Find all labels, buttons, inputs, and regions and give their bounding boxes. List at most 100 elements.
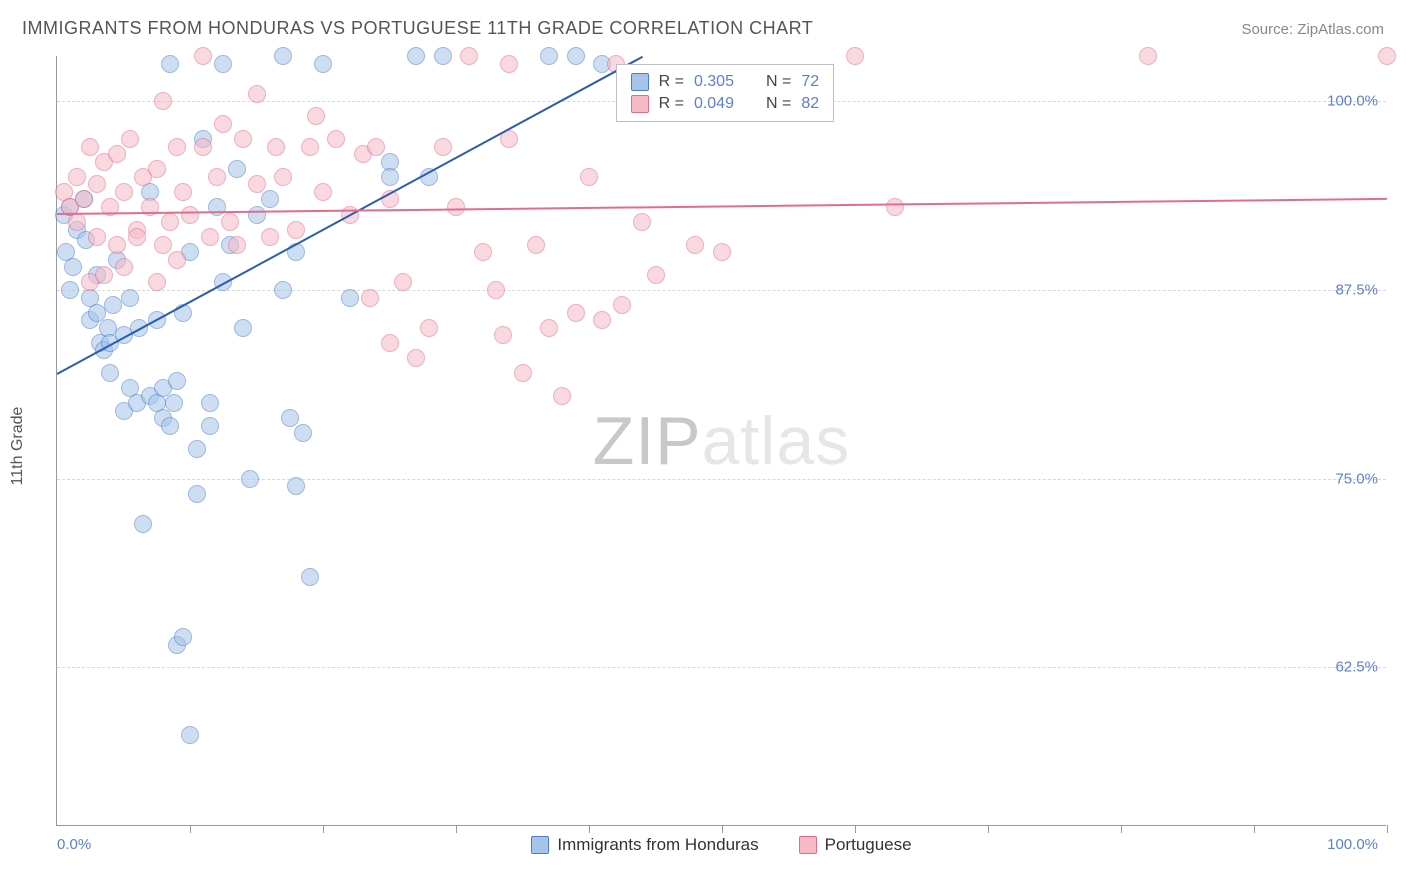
data-point <box>327 130 345 148</box>
data-point <box>188 440 206 458</box>
data-point <box>241 470 259 488</box>
data-point <box>101 364 119 382</box>
legend-r-value: 0.305 <box>694 73 734 91</box>
data-point <box>647 266 665 284</box>
data-point <box>307 107 325 125</box>
data-point <box>274 168 292 186</box>
data-point <box>194 138 212 156</box>
legend-item: Immigrants from Honduras <box>531 835 758 855</box>
data-point <box>88 228 106 246</box>
data-point <box>214 115 232 133</box>
data-point <box>95 266 113 284</box>
data-point <box>228 160 246 178</box>
x-minor-tick <box>722 825 723 833</box>
data-point <box>208 168 226 186</box>
chart-title: IMMIGRANTS FROM HONDURAS VS PORTUGUESE 1… <box>22 18 813 39</box>
legend-n-label: N = <box>766 95 791 113</box>
data-point <box>168 138 186 156</box>
data-point <box>434 47 452 65</box>
legend-r-label: R = <box>659 95 684 113</box>
legend-r-value: 0.049 <box>694 95 734 113</box>
data-point <box>281 409 299 427</box>
legend-swatch <box>799 836 817 854</box>
data-point <box>148 273 166 291</box>
data-point <box>174 628 192 646</box>
data-point <box>165 394 183 412</box>
data-point <box>846 47 864 65</box>
data-point <box>128 228 146 246</box>
y-tick-label: 75.0% <box>1335 470 1378 487</box>
data-point <box>88 175 106 193</box>
data-point <box>148 160 166 178</box>
data-point <box>68 168 86 186</box>
data-point <box>208 198 226 216</box>
legend-swatch <box>531 836 549 854</box>
data-point <box>267 138 285 156</box>
data-point <box>261 190 279 208</box>
data-point <box>381 334 399 352</box>
x-minor-tick <box>1254 825 1255 833</box>
data-point <box>168 372 186 390</box>
data-point <box>174 183 192 201</box>
data-point <box>201 417 219 435</box>
data-point <box>134 515 152 533</box>
data-point <box>713 243 731 261</box>
data-point <box>287 221 305 239</box>
legend-n-value: 72 <box>801 73 819 91</box>
data-point <box>540 47 558 65</box>
data-point <box>81 138 99 156</box>
data-point <box>274 47 292 65</box>
data-point <box>228 236 246 254</box>
legend-item: Portuguese <box>799 835 912 855</box>
data-point <box>294 424 312 442</box>
data-point <box>580 168 598 186</box>
x-minor-tick <box>456 825 457 833</box>
data-point <box>161 417 179 435</box>
legend-swatch <box>631 95 649 113</box>
data-point <box>540 319 558 337</box>
data-point <box>234 130 252 148</box>
data-point <box>633 213 651 231</box>
data-point <box>394 273 412 291</box>
data-point <box>214 55 232 73</box>
legend-r-label: R = <box>659 73 684 91</box>
y-tick-label: 87.5% <box>1335 282 1378 299</box>
data-point <box>274 281 292 299</box>
legend-bottom: Immigrants from Honduras Portuguese <box>57 835 1386 855</box>
x-minor-tick <box>988 825 989 833</box>
data-point <box>487 281 505 299</box>
x-minor-tick <box>190 825 191 833</box>
data-point <box>567 47 585 65</box>
data-point <box>154 92 172 110</box>
data-point <box>407 349 425 367</box>
data-point <box>1378 47 1396 65</box>
data-point <box>314 183 332 201</box>
data-point <box>434 138 452 156</box>
data-point <box>314 55 332 73</box>
x-minor-tick <box>1387 825 1388 833</box>
data-point <box>361 289 379 307</box>
data-point <box>553 387 571 405</box>
data-point <box>221 213 239 231</box>
x-minor-tick <box>323 825 324 833</box>
x-minor-tick <box>1121 825 1122 833</box>
data-point <box>341 289 359 307</box>
data-point <box>500 55 518 73</box>
data-point <box>68 213 86 231</box>
data-point <box>474 243 492 261</box>
legend-label: Immigrants from Honduras <box>557 835 758 855</box>
gridline <box>57 667 1386 668</box>
legend-n-label: N = <box>766 73 791 91</box>
legend-correlation: R = 0.305N = 72R = 0.049N = 82 <box>616 64 835 122</box>
data-point <box>886 198 904 216</box>
data-point <box>407 47 425 65</box>
data-point <box>1139 47 1157 65</box>
data-point <box>161 55 179 73</box>
data-point <box>567 304 585 322</box>
data-point <box>181 726 199 744</box>
gridline <box>57 290 1386 291</box>
data-point <box>75 190 93 208</box>
legend-row: R = 0.049N = 82 <box>631 93 820 115</box>
data-point <box>121 130 139 148</box>
data-point <box>181 206 199 224</box>
